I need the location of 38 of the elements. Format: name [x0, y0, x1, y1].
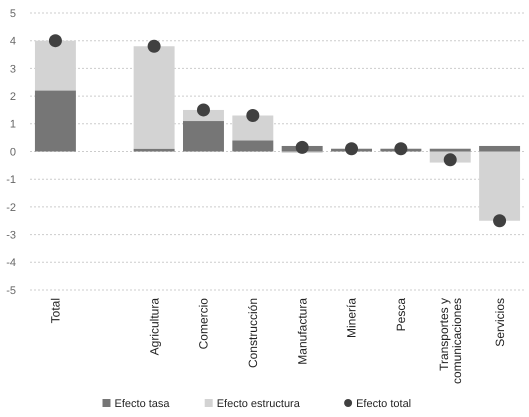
point: [48, 34, 62, 48]
point: [296, 140, 309, 154]
bar: [479, 146, 520, 152]
x-tick-label: Transportes y comunicaciones: [436, 298, 464, 384]
y-tick-label: -1: [6, 174, 16, 186]
bar: [232, 140, 274, 152]
x-tick-label: Servicios: [492, 298, 507, 347]
bar: [134, 148, 175, 152]
y-tick-label: 0: [10, 146, 16, 158]
bar: [182, 121, 224, 152]
x-tick-label: Pesca: [394, 298, 408, 332]
y-tick-label: 2: [10, 90, 16, 103]
y-tick-label: -5: [6, 284, 16, 297]
point: [444, 153, 457, 166]
x-tick-label: Agricultura: [147, 298, 162, 356]
bar: [430, 148, 471, 152]
y-tick-label: 3: [10, 63, 16, 76]
bar: [34, 90, 76, 152]
x-tick-label: Construcción: [246, 298, 260, 368]
y-tick-label: -4: [6, 257, 16, 270]
x-tick-label: Total: [48, 298, 63, 324]
legend-label: Efecto estructura: [216, 398, 301, 410]
x-tick-label: Minería: [344, 298, 359, 338]
y-tick-label: -3: [6, 229, 16, 242]
y-tick-label: 5: [10, 8, 16, 20]
point: [345, 142, 358, 156]
point: [246, 108, 260, 122]
point: [196, 103, 210, 116]
point: [394, 142, 408, 156]
y-tick-label: 4: [10, 36, 16, 48]
point: [493, 214, 506, 228]
legend-label: Efecto total: [356, 398, 412, 410]
y-tick-label: 1: [10, 118, 16, 131]
point: [148, 40, 161, 53]
x-tick-label: Manufactura: [295, 298, 310, 365]
y-tick-label: -2: [6, 202, 16, 214]
legend-label: Efecto tasa: [114, 398, 170, 410]
x-tick-label: Comercio: [196, 298, 211, 350]
